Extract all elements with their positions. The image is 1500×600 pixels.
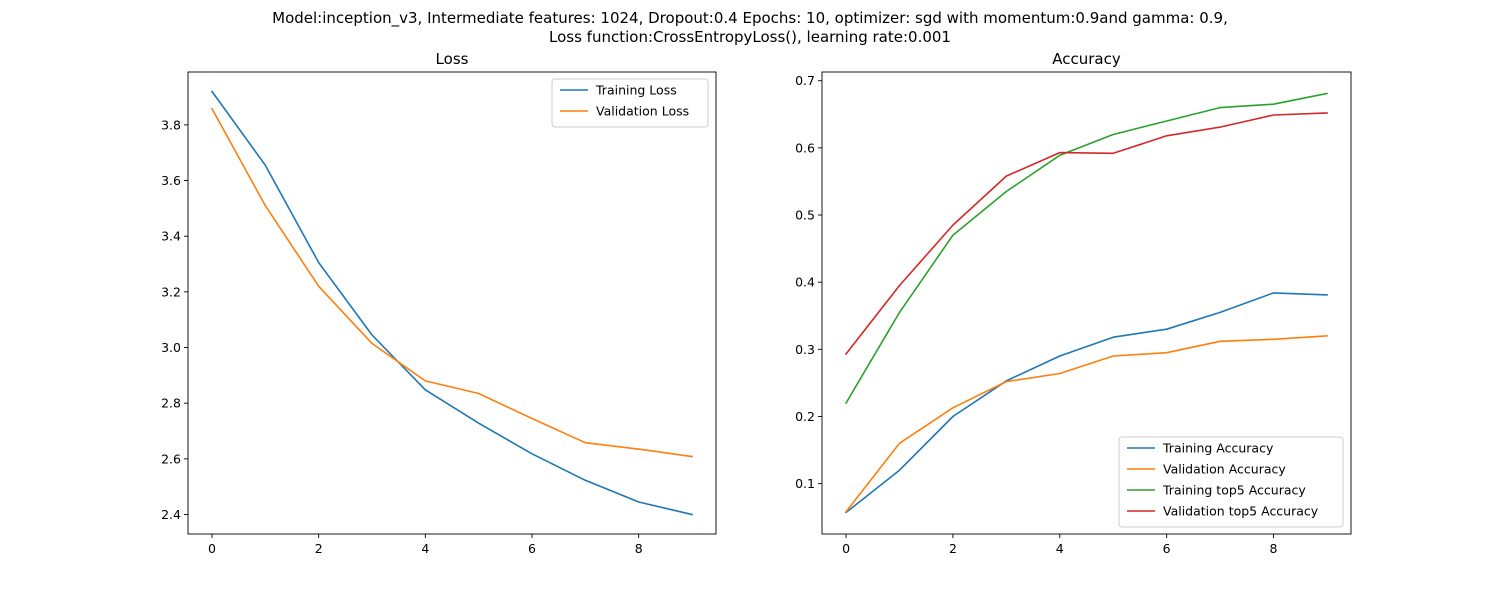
legend-label: Validation Accuracy — [1163, 462, 1286, 477]
legend: Training Loss Validation Loss — [551, 78, 709, 128]
x-tick-label: 8 — [1270, 541, 1278, 556]
x-tick-label: 2 — [949, 541, 957, 556]
y-tick-label: 3.0 — [161, 340, 181, 355]
y-tick-label: 3.8 — [161, 117, 181, 132]
y-tick-label: 2.4 — [161, 507, 181, 522]
x-tick-label: 8 — [635, 541, 643, 556]
legend-label: Validation top5 Accuracy — [1163, 504, 1319, 519]
y-tick-label: 3.2 — [161, 284, 181, 299]
legend-box — [1118, 436, 1344, 528]
y-tick-label: 0.3 — [795, 342, 815, 357]
x-tick-label: 0 — [208, 541, 216, 556]
series-line-training-accuracy — [844, 292, 1328, 514]
series-line-training-top5-accuracy — [844, 92, 1328, 405]
figure-title-line-2: Loss function:CrossEntropyLoss(), learni… — [549, 28, 951, 46]
series-line-validation-top5-accuracy — [844, 112, 1328, 356]
x-tick-label: 0 — [842, 541, 850, 556]
legend: Training Accuracy Validation Accuracy Trai… — [1118, 436, 1344, 528]
y-tick-label: 2.8 — [161, 396, 181, 411]
axes-frame — [821, 71, 1352, 535]
series-line-training-loss — [210, 90, 693, 516]
y-tick-label: 3.6 — [161, 173, 181, 188]
legend-label: Validation Loss — [596, 104, 689, 119]
accuracy-chart: Accuracy 0 2 4 6 8 0.1 0.2 0.3 0.4 0.5 0.6 0.7 Traini… — [795, 50, 1352, 556]
x-tick-label: 4 — [421, 541, 429, 556]
axes-frame — [187, 71, 717, 535]
x-tick-label: 4 — [1056, 541, 1064, 556]
loss-chart: Loss 0 2 4 6 8 2.4 2.6 2.8 3.0 3.2 3.4 3.6 3.8 Trainin… — [161, 50, 717, 556]
legend-label: Training Accuracy — [1162, 441, 1274, 456]
y-tick-label: 0.2 — [795, 409, 815, 424]
y-tick-label: 2.6 — [161, 451, 181, 466]
series-line-validation-loss — [210, 107, 693, 458]
chart-title: Accuracy — [1052, 50, 1121, 68]
legend-label: Training top5 Accuracy — [1162, 483, 1306, 498]
legend-box — [551, 78, 709, 128]
y-tick-label: 0.4 — [795, 275, 815, 290]
chart-title: Loss — [436, 50, 469, 68]
y-tick-label: 0.1 — [795, 476, 815, 491]
x-tick-label: 2 — [315, 541, 323, 556]
y-tick-label: 0.5 — [795, 208, 815, 223]
x-tick-label: 6 — [1163, 541, 1171, 556]
series-line-validation-accuracy — [844, 335, 1328, 513]
y-tick-label: 0.6 — [795, 140, 815, 155]
y-tick-label: 0.7 — [795, 73, 815, 88]
y-tick-label: 3.4 — [161, 229, 181, 244]
figure-title-line-1: Model:inception_v3, Intermediate feature… — [272, 9, 1228, 27]
legend-label: Training Loss — [595, 83, 677, 98]
x-tick-label: 6 — [528, 541, 536, 556]
